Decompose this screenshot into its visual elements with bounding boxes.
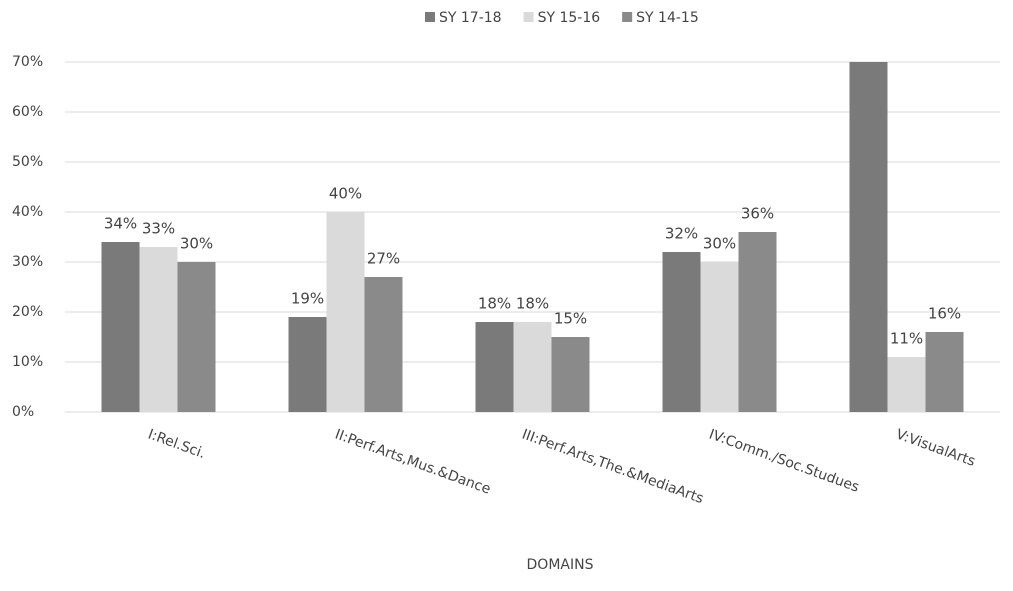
x-tick-label: I:Rel.Sci. <box>146 426 208 461</box>
bar <box>326 212 365 412</box>
data-label: 18% <box>516 295 549 313</box>
data-label: 30% <box>180 235 213 253</box>
bar <box>925 332 964 412</box>
data-label: 40% <box>329 185 362 203</box>
y-tick-label: 30% <box>12 254 43 270</box>
y-tick-label: 50% <box>12 154 43 170</box>
y-tick-label: 20% <box>12 304 43 320</box>
data-label: 11% <box>890 330 923 348</box>
x-tick-label: III:Perf.Arts,The.&MediaArts <box>520 426 706 507</box>
legend-swatch <box>622 12 633 22</box>
bar <box>288 317 327 412</box>
x-tick-label: V:VisualArts <box>894 426 978 469</box>
legend-swatch <box>523 12 534 22</box>
bar <box>700 262 739 412</box>
legend-label: SY 15-16 <box>538 10 601 26</box>
data-label: 27% <box>367 250 400 268</box>
bar <box>551 337 590 412</box>
x-tick-label: II:Perf.Arts,Mus.&Dance <box>333 426 493 497</box>
data-label: 30% <box>703 235 736 253</box>
bar <box>887 357 926 412</box>
y-tick-label: 70% <box>12 54 43 70</box>
x-axis-label: DOMAINS <box>527 557 594 573</box>
data-label: 16% <box>928 305 961 323</box>
y-tick-label: 0% <box>12 404 34 420</box>
x-tick-label: IV:Comm./Soc.Studues <box>707 426 862 495</box>
bar <box>101 242 140 412</box>
data-label: 19% <box>291 290 324 308</box>
y-tick-label: 60% <box>12 104 43 120</box>
bar <box>364 277 403 412</box>
bar <box>662 252 701 412</box>
bar <box>139 247 178 412</box>
bar <box>475 322 514 412</box>
data-label: 32% <box>665 225 698 243</box>
data-label: 34% <box>104 215 137 233</box>
data-label: 15% <box>554 310 587 328</box>
y-tick-label: 10% <box>12 354 43 370</box>
bar <box>849 62 888 412</box>
legend-swatch <box>425 12 435 22</box>
bar <box>177 262 216 412</box>
data-label: 36% <box>741 205 774 223</box>
data-label: 18% <box>478 295 511 313</box>
bar <box>513 322 552 412</box>
legend-label: SY 17-18 <box>439 10 502 26</box>
data-label: 33% <box>142 220 175 238</box>
legend-label: SY 14-15 <box>636 10 699 26</box>
y-tick-label: 40% <box>12 204 43 220</box>
bar <box>738 232 777 412</box>
